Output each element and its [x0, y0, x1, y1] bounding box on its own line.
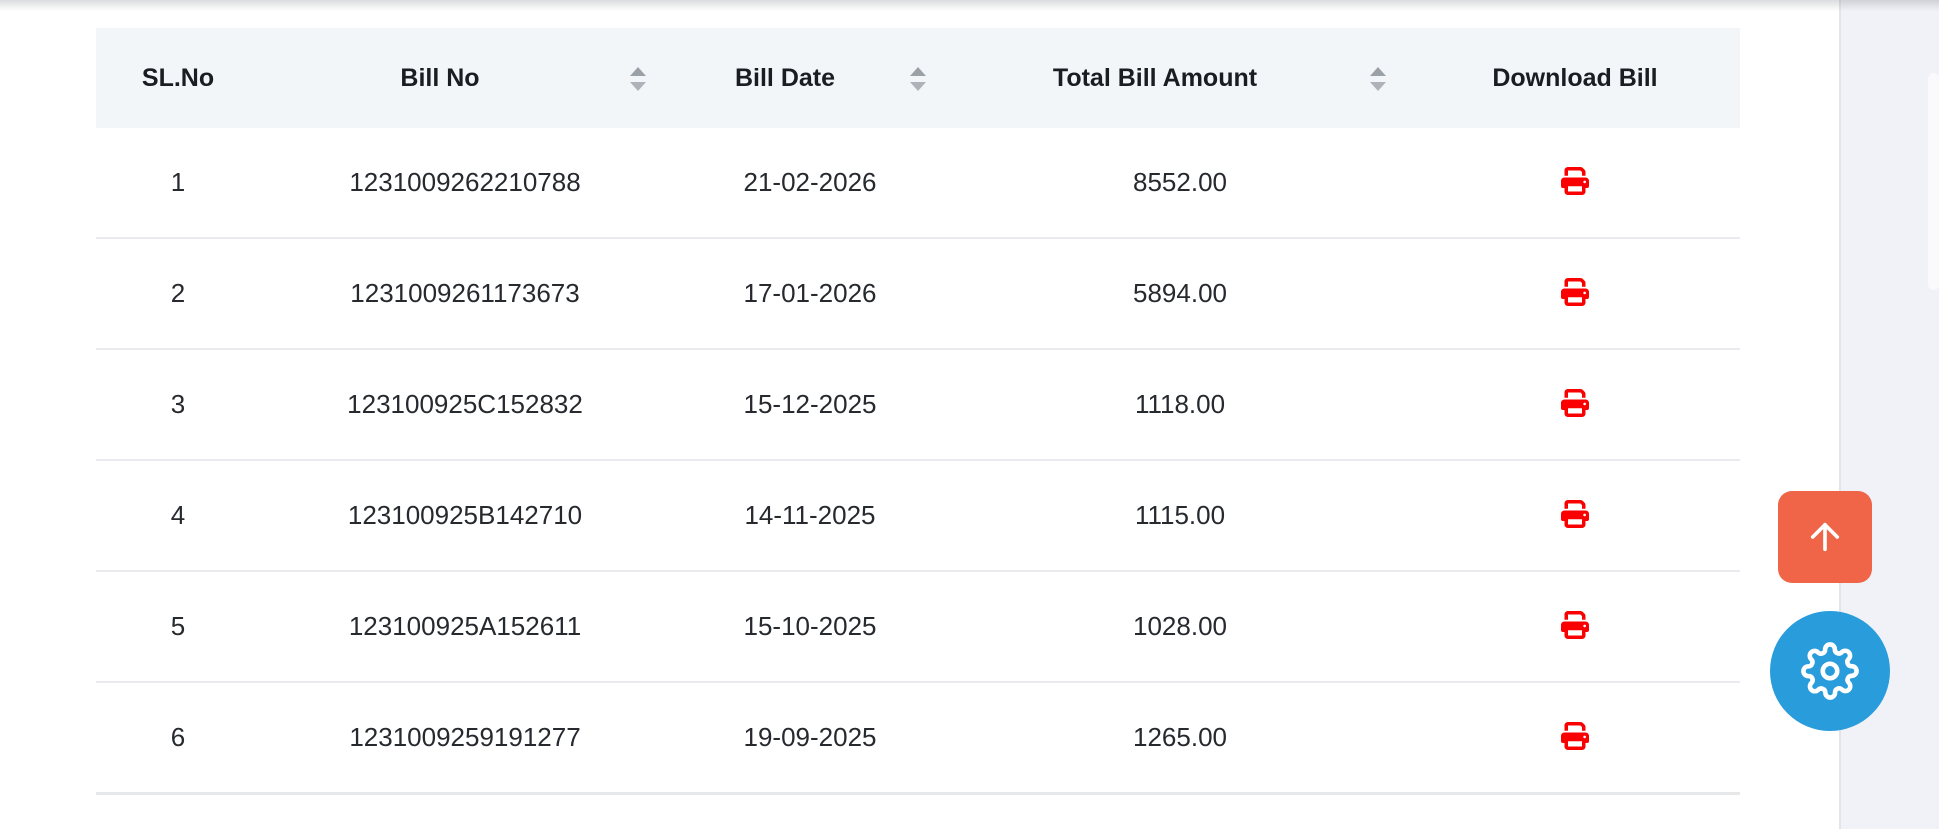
cell-sl-no: 4 — [96, 460, 260, 572]
cell-total-bill-amount: 1028.00 — [950, 571, 1410, 683]
printer-icon — [1561, 167, 1589, 195]
cell-bill-no: 123100925C152832 — [260, 349, 670, 461]
cell-sl-no: 6 — [96, 682, 260, 795]
column-label: Total Bill Amount — [1052, 63, 1258, 92]
cell-total-bill-amount: 1115.00 — [950, 460, 1410, 572]
column-header-download-bill: Download Bill — [1410, 28, 1740, 128]
column-label: Bill No — [400, 63, 480, 92]
table-row: 5 123100925A152611 15-10-2025 1028.00 — [96, 571, 1740, 683]
download-bill-button[interactable] — [1557, 496, 1593, 532]
cell-total-bill-amount: 1265.00 — [950, 682, 1410, 795]
cell-bill-date: 14-11-2025 — [670, 460, 950, 572]
header-row: SL.No Bill No Bill Date Total Bill Amount Do… — [96, 28, 1740, 128]
column-label: Bill Date — [734, 63, 836, 92]
download-bill-button[interactable] — [1557, 163, 1593, 199]
top-shadow — [0, 0, 1939, 11]
column-label: SL.No — [141, 63, 215, 92]
cell-download-bill — [1410, 128, 1740, 239]
back-to-top-button[interactable] — [1778, 491, 1872, 583]
cell-bill-no: 123100925B142710 — [260, 460, 670, 572]
table-row: 6 1231009259191277 19-09-2025 1265.00 — [96, 682, 1740, 795]
cell-download-bill — [1410, 238, 1740, 350]
printer-icon — [1561, 722, 1589, 750]
cell-bill-no: 1231009259191277 — [260, 682, 670, 795]
column-header-bill-date[interactable]: Bill Date — [670, 28, 950, 128]
cell-bill-date: 19-09-2025 — [670, 682, 950, 795]
cell-bill-date: 15-12-2025 — [670, 349, 950, 461]
cell-sl-no: 3 — [96, 349, 260, 461]
download-bill-button[interactable] — [1557, 385, 1593, 421]
cell-total-bill-amount: 8552.00 — [950, 128, 1410, 239]
theme-customizer-button[interactable] — [1770, 611, 1890, 731]
download-bill-button[interactable] — [1557, 718, 1593, 754]
cell-download-bill — [1410, 682, 1740, 795]
column-header-sl-no: SL.No — [96, 28, 260, 128]
table-body: 1 1231009262210788 21-02-2026 8552.00 2 1231… — [96, 128, 1740, 795]
cell-bill-date: 15-10-2025 — [670, 571, 950, 683]
sort-arrows-icon — [1370, 66, 1386, 91]
column-label: Download Bill — [1492, 63, 1658, 92]
cell-total-bill-amount: 5894.00 — [950, 238, 1410, 350]
column-header-bill-no[interactable]: Bill No — [260, 28, 670, 128]
table-header: SL.No Bill No Bill Date Total Bill Amount Do… — [96, 28, 1740, 128]
cell-bill-no: 1231009261173673 — [260, 238, 670, 350]
cell-bill-no: 1231009262210788 — [260, 128, 670, 239]
cell-sl-no: 1 — [96, 128, 260, 239]
cell-bill-date: 17-01-2026 — [670, 238, 950, 350]
sort-arrows-icon — [910, 66, 926, 91]
sort-arrows-icon — [630, 66, 646, 91]
table-row: 2 1231009261173673 17-01-2026 5894.00 — [96, 238, 1740, 350]
gear-icon — [1801, 642, 1859, 700]
printer-icon — [1561, 278, 1589, 306]
download-bill-button[interactable] — [1557, 274, 1593, 310]
printer-icon — [1561, 389, 1589, 417]
cell-download-bill — [1410, 571, 1740, 683]
download-bill-button[interactable] — [1557, 607, 1593, 643]
column-header-total-bill-amount[interactable]: Total Bill Amount — [950, 28, 1410, 128]
cell-sl-no: 5 — [96, 571, 260, 683]
cell-sl-no: 2 — [96, 238, 260, 350]
scrollbar-thumb[interactable] — [1928, 73, 1939, 290]
cell-total-bill-amount: 1118.00 — [950, 349, 1410, 461]
table-row: 3 123100925C152832 15-12-2025 1118.00 — [96, 349, 1740, 461]
bills-table: SL.No Bill No Bill Date Total Bill Amount Do… — [96, 28, 1740, 795]
printer-icon — [1561, 500, 1589, 528]
table-row: 1 1231009262210788 21-02-2026 8552.00 — [96, 128, 1740, 239]
cell-download-bill — [1410, 349, 1740, 461]
cell-download-bill — [1410, 460, 1740, 572]
printer-icon — [1561, 611, 1589, 639]
arrow-up-icon — [1810, 522, 1840, 552]
table-row: 4 123100925B142710 14-11-2025 1115.00 — [96, 460, 1740, 572]
cell-bill-date: 21-02-2026 — [670, 128, 950, 239]
cell-bill-no: 123100925A152611 — [260, 571, 670, 683]
